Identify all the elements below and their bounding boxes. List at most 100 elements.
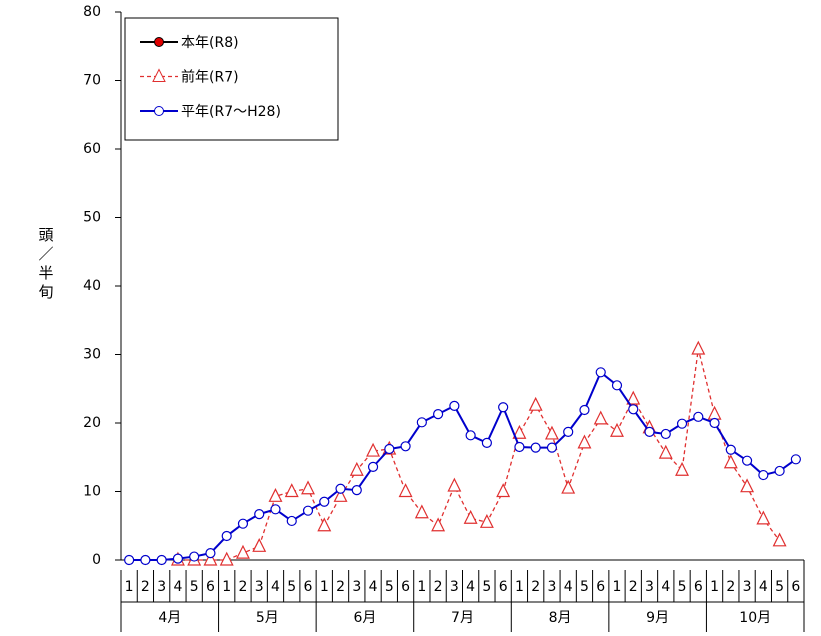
x-tick-label: 6 — [304, 579, 313, 595]
legend-label: 平年(R7～H28) — [181, 104, 281, 120]
point — [496, 483, 511, 498]
point — [367, 461, 379, 472]
point — [610, 422, 624, 437]
point — [301, 480, 315, 495]
x-tick-label: 6 — [596, 579, 605, 595]
x-tick-label: 6 — [499, 579, 508, 595]
point — [544, 425, 559, 440]
point — [758, 469, 769, 481]
x-tick-label: 1 — [222, 579, 231, 595]
y-tick-label: 20 — [83, 415, 101, 431]
point — [691, 340, 706, 355]
legend: 本年(R8) 前年(R7) 平年(R7～H28) — [124, 17, 339, 141]
x-tick-label: 2 — [141, 579, 150, 595]
x-tick-label: 5 — [287, 579, 296, 595]
x-tick-label: 2 — [726, 579, 735, 595]
point — [433, 408, 444, 420]
x-tick-label: 4 — [173, 579, 182, 595]
point — [219, 551, 234, 566]
point — [351, 485, 362, 496]
point — [286, 515, 297, 527]
y-tick-label: 10 — [83, 484, 101, 500]
x-tick-label: 3 — [450, 579, 459, 595]
y-axis-label: 頭／半旬 — [37, 227, 55, 303]
point — [384, 443, 395, 455]
point — [563, 426, 574, 438]
point — [579, 404, 590, 416]
x-tick-label: 1 — [613, 579, 622, 595]
x-tick-label: 2 — [531, 579, 540, 595]
month-label: 7月 — [451, 610, 474, 626]
x-tick-label: 1 — [710, 579, 719, 595]
x-tick-label: 4 — [466, 579, 475, 595]
y-tick-label: 0 — [92, 552, 101, 568]
point — [774, 465, 785, 477]
x-tick-label: 6 — [206, 579, 215, 595]
point — [561, 479, 576, 494]
point — [498, 402, 509, 413]
point — [221, 530, 232, 542]
point — [335, 483, 346, 494]
x-tick-label: 4 — [564, 579, 573, 595]
point — [333, 487, 348, 502]
point — [723, 454, 738, 469]
x-tick-label: 5 — [482, 579, 491, 595]
point — [270, 504, 281, 515]
legend-label: 本年(R8) — [181, 35, 239, 51]
x-tick-label: 6 — [791, 579, 800, 595]
x-tick-label: 5 — [775, 579, 784, 595]
point — [707, 405, 722, 420]
y-tick-label: 30 — [83, 347, 101, 363]
point — [479, 513, 494, 528]
point — [626, 390, 641, 405]
point — [156, 554, 167, 566]
point — [528, 396, 543, 411]
point — [676, 418, 688, 429]
x-tick-label: 1 — [320, 579, 329, 595]
month-label: 9月 — [646, 610, 669, 626]
x-tick-label: 4 — [759, 579, 768, 595]
point — [593, 410, 608, 425]
x-tick-label: 3 — [255, 579, 264, 595]
point — [595, 367, 606, 378]
point — [349, 461, 364, 476]
point — [414, 504, 429, 519]
point — [530, 442, 541, 453]
point — [317, 517, 332, 532]
point — [709, 417, 720, 429]
legend-marker — [154, 106, 164, 116]
legend-marker — [154, 37, 164, 47]
x-tick-label: 4 — [661, 579, 670, 595]
point — [237, 518, 249, 529]
y-tick-label: 60 — [83, 141, 101, 157]
point — [319, 496, 330, 507]
point — [172, 553, 184, 564]
point — [449, 400, 460, 411]
month-label: 10月 — [739, 610, 771, 626]
x-tick-label: 3 — [645, 579, 654, 595]
point — [203, 551, 218, 566]
point — [546, 442, 558, 453]
x-tick-label: 5 — [580, 579, 589, 595]
point — [465, 430, 476, 441]
x-tick-label: 2 — [434, 579, 443, 595]
legend-marker — [152, 68, 166, 82]
point — [611, 380, 623, 391]
point — [416, 417, 427, 428]
x-tick-label: 3 — [157, 579, 166, 595]
point — [268, 487, 283, 502]
x-tick-label: 1 — [417, 579, 426, 595]
point — [658, 444, 673, 459]
point — [514, 441, 525, 453]
point — [740, 478, 755, 493]
point — [366, 442, 381, 457]
point — [398, 483, 413, 498]
point — [463, 509, 478, 524]
x-tick-label: 5 — [678, 579, 687, 595]
month-label: 8月 — [549, 610, 572, 626]
x-tick-label: 4 — [369, 579, 378, 595]
x-tick-label: 3 — [743, 579, 752, 595]
x-tick-label: 5 — [385, 579, 394, 595]
point — [790, 454, 801, 465]
